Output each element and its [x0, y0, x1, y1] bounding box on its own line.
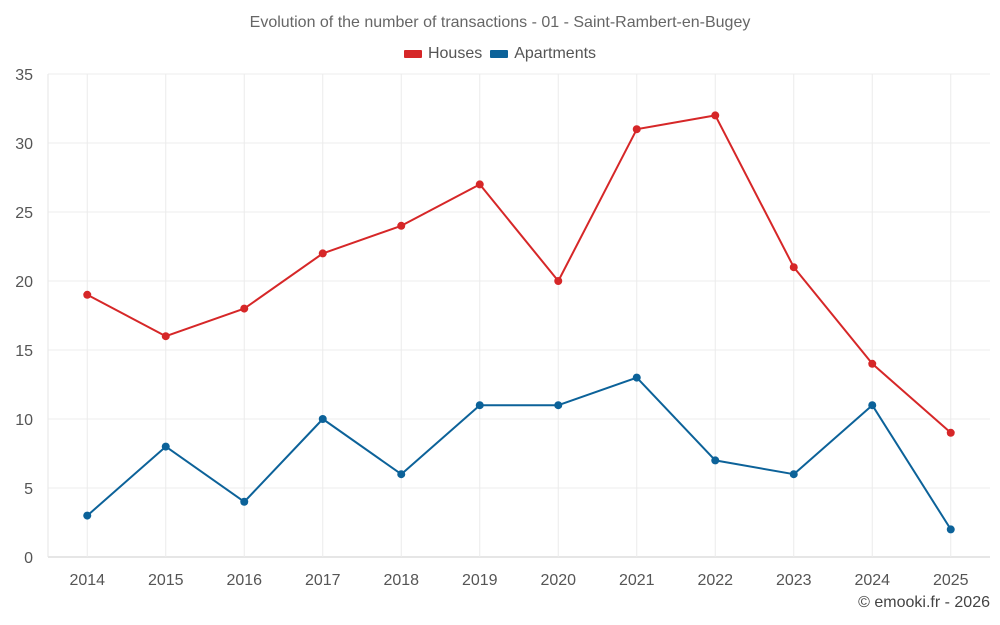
data-point-houses-2018: [397, 221, 406, 230]
data-point-apartments-2021: [632, 373, 641, 382]
legend-label-houses: Houses: [427, 45, 483, 62]
x-tick-label-2015: 2015: [148, 572, 184, 589]
data-point-apartments-2016: [240, 497, 249, 506]
y-tick-label-0: 0: [24, 550, 33, 567]
y-tick-label-10: 10: [15, 412, 33, 429]
data-point-apartments-2023: [789, 470, 798, 479]
data-point-houses-2021: [632, 125, 641, 134]
legend-swatch-houses: [403, 50, 422, 58]
legend-swatch-apartments: [490, 50, 509, 58]
y-tick-label-35: 35: [15, 67, 33, 84]
chart-title: Evolution of the number of transactions …: [249, 14, 751, 31]
x-tick-label-2022: 2022: [697, 572, 733, 589]
data-point-houses-2019: [475, 180, 484, 189]
x-tick-label-2024: 2024: [854, 572, 890, 589]
x-tick-label-2014: 2014: [69, 572, 105, 589]
x-tick-label-2021: 2021: [619, 572, 655, 589]
data-point-houses-2023: [789, 263, 798, 272]
data-point-apartments-2017: [318, 415, 327, 423]
legend-label-apartments: Apartments: [514, 45, 597, 62]
data-point-houses-2024: [868, 359, 877, 368]
series-line-apartments: [86, 376, 952, 530]
x-tick-label-2023: 2023: [776, 572, 812, 589]
x-tick-label-2025: 2025: [933, 572, 969, 589]
legend-item-houses[interactable]: Houses: [403, 45, 483, 63]
y-tick-label-25: 25: [15, 205, 33, 222]
data-point-apartments-2020: [554, 401, 563, 410]
credit-text: © emooki.fr - 2026: [858, 594, 990, 611]
data-point-apartments-2024: [868, 401, 877, 410]
y-tick-label-5: 5: [24, 481, 33, 498]
data-point-houses-2014: [83, 290, 92, 299]
data-point-houses-2017: [318, 249, 327, 258]
legend-item-apartments[interactable]: Apartments: [490, 45, 596, 63]
data-point-houses-2022: [711, 111, 720, 120]
data-point-apartments-2019: [475, 401, 484, 410]
x-tick-label-2019: 2019: [462, 572, 498, 589]
data-point-apartments-2022: [711, 456, 720, 465]
data-point-apartments-2018: [397, 470, 406, 479]
data-point-apartments-2025: [946, 525, 955, 534]
y-tick-label-30: 30: [15, 136, 33, 153]
x-tick-label-2018: 2018: [383, 572, 419, 589]
data-point-houses-2020: [554, 277, 563, 285]
series-line-houses: [86, 114, 952, 434]
x-tick-label-2020: 2020: [540, 572, 576, 589]
data-point-apartments-2015: [161, 442, 170, 451]
chart-legend: Houses Apartments: [0, 45, 1000, 63]
y-tick-label-15: 15: [15, 343, 33, 360]
data-point-houses-2016: [240, 304, 249, 313]
x-tick-label-2017: 2017: [305, 572, 341, 589]
y-tick-label-20: 20: [15, 274, 33, 291]
x-tick-label-2016: 2016: [226, 572, 262, 589]
data-point-apartments-2014: [83, 511, 92, 520]
data-point-houses-2015: [161, 332, 170, 341]
data-point-houses-2025: [946, 428, 955, 437]
